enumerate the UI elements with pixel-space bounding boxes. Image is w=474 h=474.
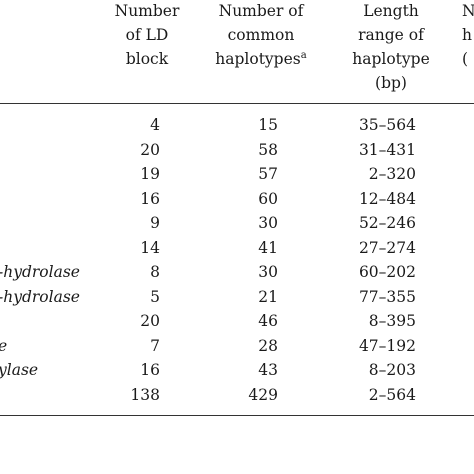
table-row: 9 30 52–246 (0, 211, 474, 235)
length-range-cell: 8–395 (368, 312, 416, 330)
haplotype-count-cell: 30 (258, 214, 278, 232)
haplotype-count-cell: 41 (258, 238, 278, 257)
header-partial-line-3: ( (462, 50, 469, 68)
ld-block-count-cell: 16 (140, 361, 160, 379)
table-row: 20 46 8–395 (0, 309, 474, 333)
haplotype-count-cell: 58 (258, 140, 278, 159)
length-range-cell: 47–192 (358, 336, 416, 355)
gene-name-cell: ylase (0, 361, 39, 379)
header-length-range: Length range of haplotype (bp) (338, 0, 444, 95)
header-hap-line-3: haplotypesa (206, 47, 316, 71)
haplotype-count-cell: 21 (258, 287, 278, 306)
footnote-marker-a: a (300, 50, 307, 61)
length-range-cell: 12–484 (358, 189, 416, 208)
gene-name-cell: -hydrolase (0, 287, 80, 306)
haplotype-count-cell: 60 (258, 189, 278, 208)
haplotype-count-cell: 43 (258, 361, 278, 379)
table-row: 14 41 27–274 (0, 236, 474, 260)
header-partial-line-1: N (462, 2, 474, 20)
length-range-cell: 2–564 (368, 385, 416, 404)
length-range-cell: 31–431 (358, 140, 416, 159)
ld-block-count-cell: 14 (140, 238, 160, 257)
gene-name-cell: -hydrolase (0, 263, 80, 281)
gene-name-cell: e (0, 334, 7, 358)
table-row: -hydrolase 5 21 77–355 (0, 285, 474, 309)
haplotype-count-cell: 28 (258, 336, 278, 355)
ld-block-count-cell: 19 (140, 165, 160, 183)
header-rule (0, 103, 474, 104)
table-row: e 7 28 47–192 (0, 334, 474, 358)
ld-block-count-cell: 8 (150, 263, 160, 281)
header-len-line-1: Length (363, 2, 419, 20)
ld-block-count-cell: 20 (140, 312, 160, 330)
header-hap-line-3-text: haplotypes (215, 50, 301, 68)
ld-block-count-cell: 5 (150, 287, 160, 306)
length-range-cell: 77–355 (358, 287, 416, 306)
length-range-cell: 2–320 (368, 165, 416, 183)
ld-block-count-cell: 138 (130, 385, 160, 404)
table-row: 19 57 2–320 (0, 162, 474, 186)
ld-block-count-cell: 4 (150, 116, 160, 134)
length-range-cell: 52–246 (358, 214, 416, 232)
length-range-cell: 27–274 (358, 238, 416, 257)
header-ld-line-1: Number (114, 2, 180, 20)
header-hap-line-2: common (227, 26, 295, 44)
table-row: 20 58 31–431 (0, 138, 474, 162)
length-range-cell: 60–202 (358, 263, 416, 281)
haplotype-count-cell: 46 (258, 312, 278, 330)
header-hap-line-1: Number of (218, 2, 304, 20)
header-partial-line-2: h (462, 26, 472, 44)
haplotype-count-cell: 15 (258, 116, 278, 134)
header-len-line-2: range of (358, 26, 424, 44)
header-len-line-3: haplotype (352, 50, 430, 68)
length-range-cell: 8–203 (368, 361, 416, 379)
header-ld-line-2: of LD (125, 26, 169, 44)
table-row: ylase 16 43 8–203 (0, 358, 474, 382)
table-row: -hydrolase 8 30 60–202 (0, 260, 474, 284)
table-row: 4 15 35–564 (0, 113, 474, 137)
header-ld-line-3: block (125, 50, 169, 68)
haplotype-count-cell: 429 (248, 385, 278, 404)
ld-block-count-cell: 9 (150, 214, 160, 232)
ld-block-count-cell: 16 (140, 189, 160, 208)
bottom-rule (0, 415, 474, 416)
haplotype-count-cell: 30 (258, 263, 278, 281)
length-range-cell: 35–564 (358, 116, 416, 134)
haplotype-count-cell: 57 (258, 165, 278, 183)
ld-block-count-cell: 7 (150, 336, 160, 355)
header-common-haplotypes: Number of common haplotypesa (206, 0, 316, 71)
table-row: 138 429 2–564 (0, 383, 474, 407)
ld-block-count-cell: 20 (140, 140, 160, 159)
header-len-line-4: (bp) (375, 74, 407, 92)
header-partial-right: N h ( (462, 0, 474, 71)
table-row: 16 60 12–484 (0, 187, 474, 211)
header-ld-block: Number of LD block (104, 0, 190, 71)
